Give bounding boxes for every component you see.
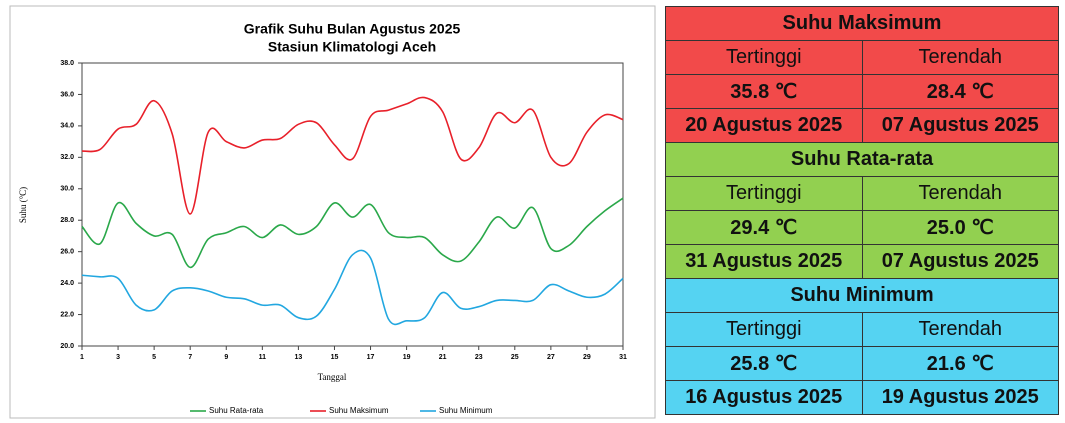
x-tick-label: 19 [403,354,411,361]
legend-label: Suhu Maksimum [329,406,389,415]
table-row: 35.8 ℃ 28.4 ℃ [665,74,1059,109]
series-line [81,249,624,326]
x-axis-label: Tanggal [318,372,347,382]
chart: Grafik Suhu Bulan Agustus 2025 Stasiun K… [9,5,656,419]
x-tick-label: 11 [259,354,267,361]
x-tick-label: 7 [188,354,192,361]
y-tick-label: 32.0 [60,154,74,161]
table-cell: 07 Agustus 2025 [861,108,1059,143]
table-cell: 29.4 ℃ [665,210,863,245]
x-tick-label: 1 [80,354,84,361]
table-cell: 21.6 ℃ [861,346,1059,381]
table-cell: Tertinggi [665,176,863,211]
table-cell: 07 Agustus 2025 [861,244,1059,279]
table-row: Tertinggi Terendah [665,176,1059,211]
table-cell: 31 Agustus 2025 [665,244,863,279]
table-row: 20 Agustus 2025 07 Agustus 2025 [665,108,1059,143]
y-tick-label: 30.0 [60,186,74,193]
x-tick-label: 17 [367,354,375,361]
x-tick-label: 9 [224,354,228,361]
series-line [81,197,624,269]
x-tick-label: 31 [619,354,627,361]
table-cell: 20 Agustus 2025 [665,108,863,143]
x-tick-label: 25 [511,354,519,361]
table-cell: 19 Agustus 2025 [861,380,1059,415]
table-row: Tertinggi Terendah [665,40,1059,75]
table-row: Suhu Minimum [665,278,1059,313]
table-row: Suhu Maksimum [665,6,1059,41]
x-tick-label: 29 [583,354,591,361]
legend-label: Suhu Minimum [439,406,493,415]
table-row: Suhu Rata-rata [665,142,1059,177]
table-row: 31 Agustus 2025 07 Agustus 2025 [665,244,1059,279]
table-cell: 25.0 ℃ [861,210,1059,245]
summary-table: Suhu Maksimum Tertinggi Terendah 35.8 ℃ 28.4… [665,6,1059,415]
y-axis-label: Suhu (°C) [18,187,28,223]
table-row: Tertinggi Terendah [665,312,1059,347]
y-tick-label: 22.0 [60,311,74,318]
y-tick-label: 34.0 [60,123,74,130]
y-tick-label: 24.0 [60,280,74,287]
table-cell: 35.8 ℃ [665,74,863,109]
table-cell: Terendah [861,176,1059,211]
x-tick-label: 27 [547,354,555,361]
chart-title: Grafik Suhu Bulan Agustus 2025 [244,21,461,37]
table-cell: Tertinggi [665,40,863,75]
table-row: 16 Agustus 2025 19 Agustus 2025 [665,380,1059,415]
plot-area [81,62,624,347]
table-cell: 25.8 ℃ [665,346,863,381]
x-tick-label: 3 [116,354,120,361]
table-cell: 16 Agustus 2025 [665,380,863,415]
table-cell: Suhu Minimum [665,278,1059,313]
table-cell: Suhu Rata-rata [665,142,1059,177]
y-tick-label: 38.0 [60,60,74,67]
table-cell: Tertinggi [665,312,863,347]
series-line [81,96,624,215]
x-tick-label: 15 [331,354,339,361]
table-cell: 28.4 ℃ [861,74,1059,109]
x-tick-label: 5 [152,354,156,361]
chart-subtitle: Stasiun Klimatologi Aceh [268,39,436,55]
table-cell: Terendah [861,312,1059,347]
table-row: 25.8 ℃ 21.6 ℃ [665,346,1059,381]
table-cell: Suhu Maksimum [665,6,1059,41]
y-tick-label: 28.0 [60,217,74,224]
legend-label: Suhu Rata-rata [209,406,264,415]
x-tick-label: 23 [475,354,483,361]
y-tick-label: 20.0 [60,343,74,350]
chart-frame [9,5,656,419]
table-row: 29.4 ℃ 25.0 ℃ [665,210,1059,245]
y-tick-label: 26.0 [60,249,74,256]
y-tick-label: 36.0 [60,91,74,98]
x-tick-label: 13 [295,354,303,361]
table-cell: Terendah [861,40,1059,75]
x-tick-label: 21 [439,354,447,361]
